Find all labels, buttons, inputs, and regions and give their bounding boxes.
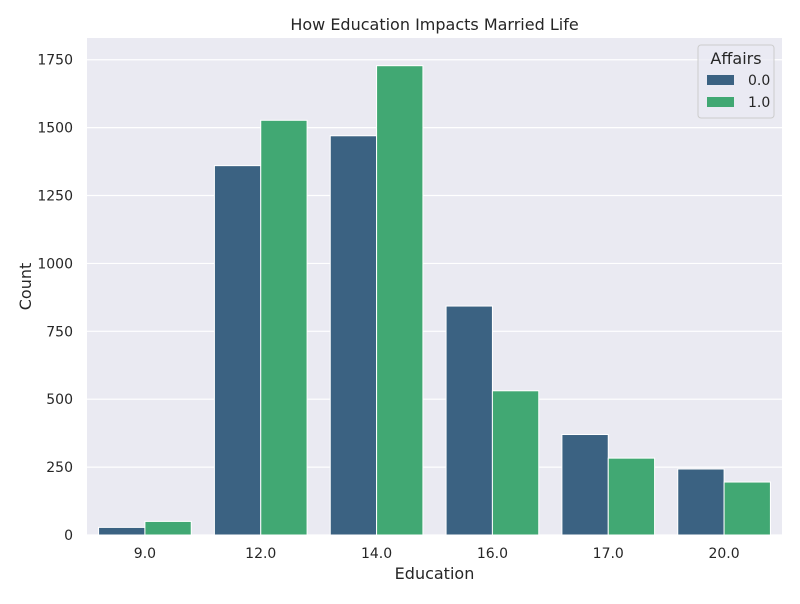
- bar: [144, 520, 192, 536]
- bar: [376, 65, 424, 536]
- legend-swatch: [707, 75, 734, 85]
- legend-label: 0.0: [748, 73, 770, 89]
- bar: [98, 526, 146, 536]
- bars: [98, 65, 771, 536]
- legend-items: 0.01.0: [707, 73, 770, 111]
- bar: [213, 165, 262, 536]
- bar: [677, 468, 725, 536]
- y-tick-label: 1500: [37, 121, 73, 137]
- gridlines: [87, 59, 782, 536]
- y-tick-label: 0: [64, 528, 73, 544]
- x-tick-label: 14.0: [361, 546, 392, 562]
- x-tick-label: 16.0: [477, 546, 508, 562]
- legend-title: Affairs: [710, 49, 761, 68]
- bar: [561, 434, 609, 536]
- y-tick-label: 750: [46, 324, 73, 340]
- legend-label: 1.0: [748, 95, 770, 111]
- y-tick-label: 1000: [37, 256, 73, 272]
- bar: [491, 390, 540, 536]
- legend: Affairs 0.01.0: [697, 44, 775, 119]
- x-tick-label: 17.0: [593, 546, 624, 562]
- bar: [329, 135, 378, 536]
- x-axis-ticks: 9.0 12.0 14.0 16.0 17.0 20.0: [134, 546, 740, 562]
- bar: [607, 457, 656, 536]
- x-tick-label: 9.0: [134, 546, 156, 562]
- x-tick-label: 20.0: [708, 546, 739, 562]
- x-tick-label: 12.0: [245, 546, 276, 562]
- bar: [723, 481, 771, 536]
- y-tick-label: 250: [46, 460, 73, 476]
- plot-area: [87, 38, 782, 535]
- y-tick-label: 1750: [37, 53, 73, 69]
- bar: [260, 119, 308, 536]
- chart-title: How Education Impacts Married Life: [290, 15, 578, 34]
- y-tick-label: 500: [46, 392, 73, 408]
- legend-swatch: [707, 97, 734, 107]
- bar: [445, 305, 493, 536]
- y-axis-title: Count: [16, 263, 35, 311]
- y-tick-label: 1250: [37, 189, 73, 205]
- x-axis-title: Education: [395, 564, 475, 583]
- y-axis-ticks: 0 250 500 750 1000 1250 1500 1750: [37, 53, 73, 544]
